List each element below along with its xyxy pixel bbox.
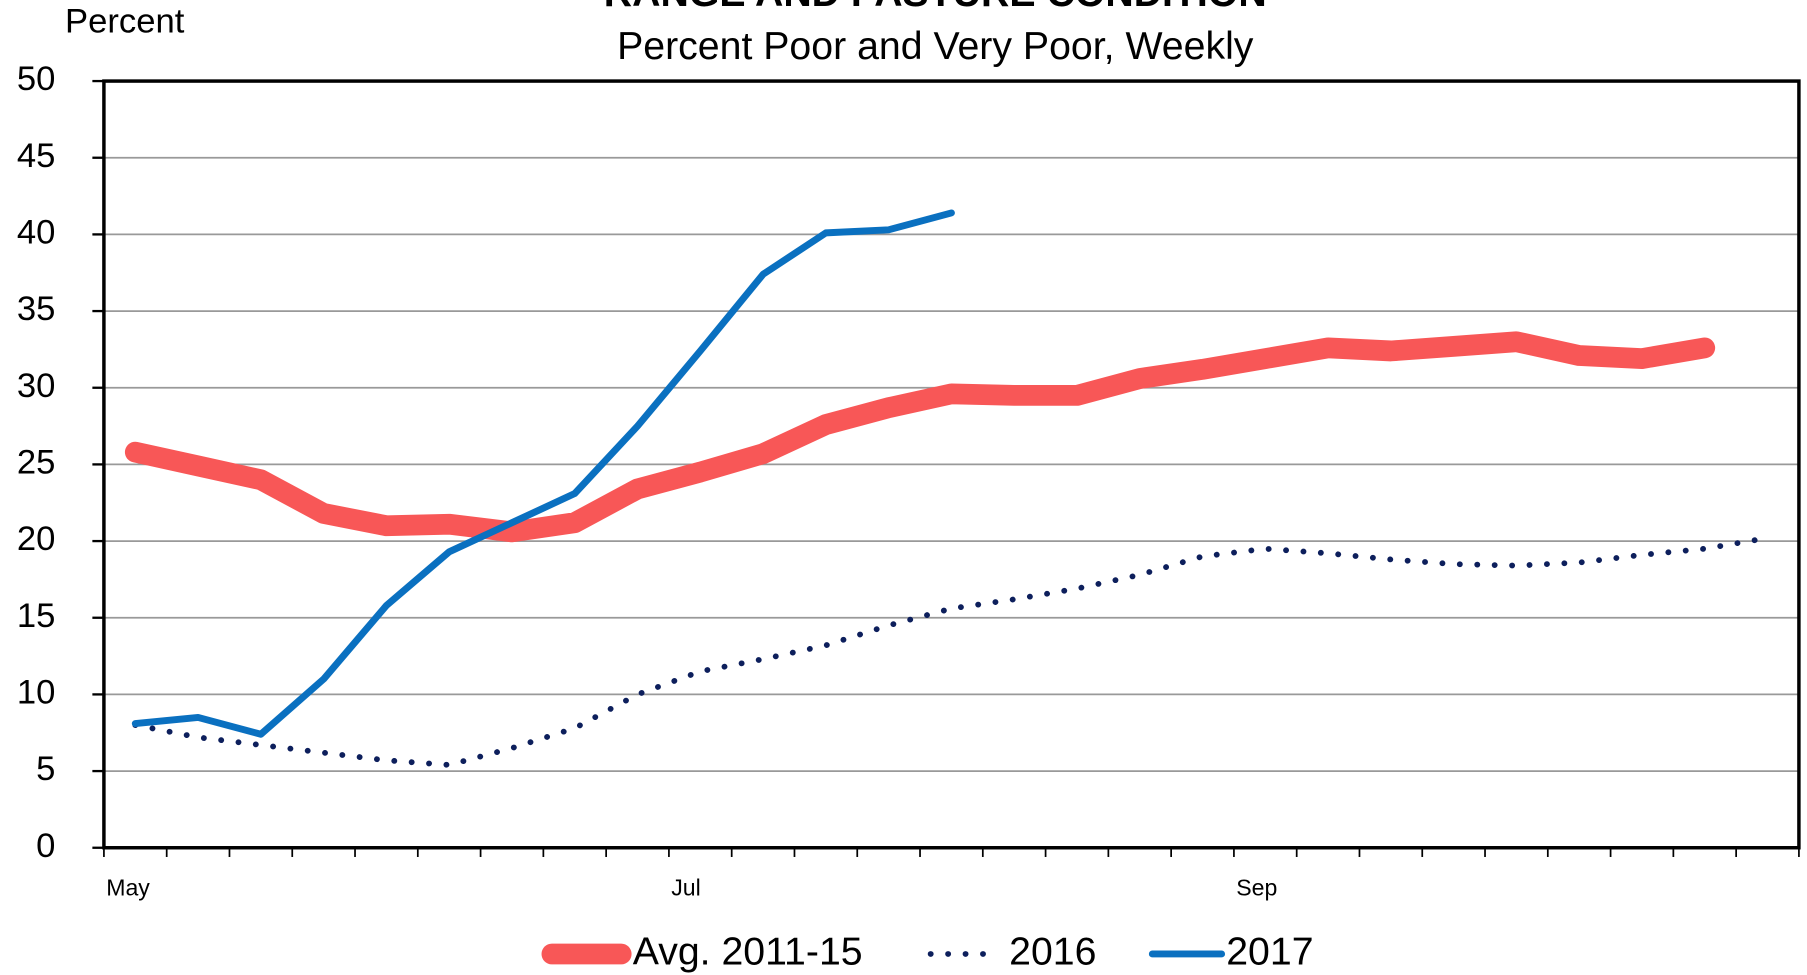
- y-tick-label: 45: [17, 137, 56, 175]
- legend-label: 2017: [1226, 929, 1313, 973]
- series-line: [131, 209, 955, 738]
- legend-label: 2016: [1009, 929, 1096, 973]
- y-tick-label: 50: [17, 60, 56, 98]
- y-tick-label: 40: [17, 214, 56, 252]
- chart-title: RANGE AND PASTURE CONDITION: [604, 0, 1267, 15]
- series-line: [124, 331, 1716, 543]
- x-tick-label: Jul: [671, 874, 701, 900]
- y-tick-label: 10: [17, 674, 56, 712]
- y-axis-label: Percent: [65, 2, 185, 40]
- x-tick-label: May: [106, 874, 150, 900]
- y-tick-label: 25: [17, 444, 56, 482]
- y-tick-label: 35: [17, 290, 56, 328]
- series-line: [132, 535, 1771, 768]
- x-tick-label: Sep: [1236, 874, 1277, 900]
- y-tick-label: 5: [36, 750, 55, 788]
- y-tick-label: 15: [17, 597, 56, 635]
- y-tick-label: 20: [17, 520, 56, 558]
- y-tick-label: 30: [17, 367, 56, 405]
- legend-label: Avg. 2011-15: [633, 929, 863, 973]
- chart-subtitle: Percent Poor and Very Poor, Weekly: [617, 24, 1254, 68]
- y-tick-label: 0: [36, 827, 55, 865]
